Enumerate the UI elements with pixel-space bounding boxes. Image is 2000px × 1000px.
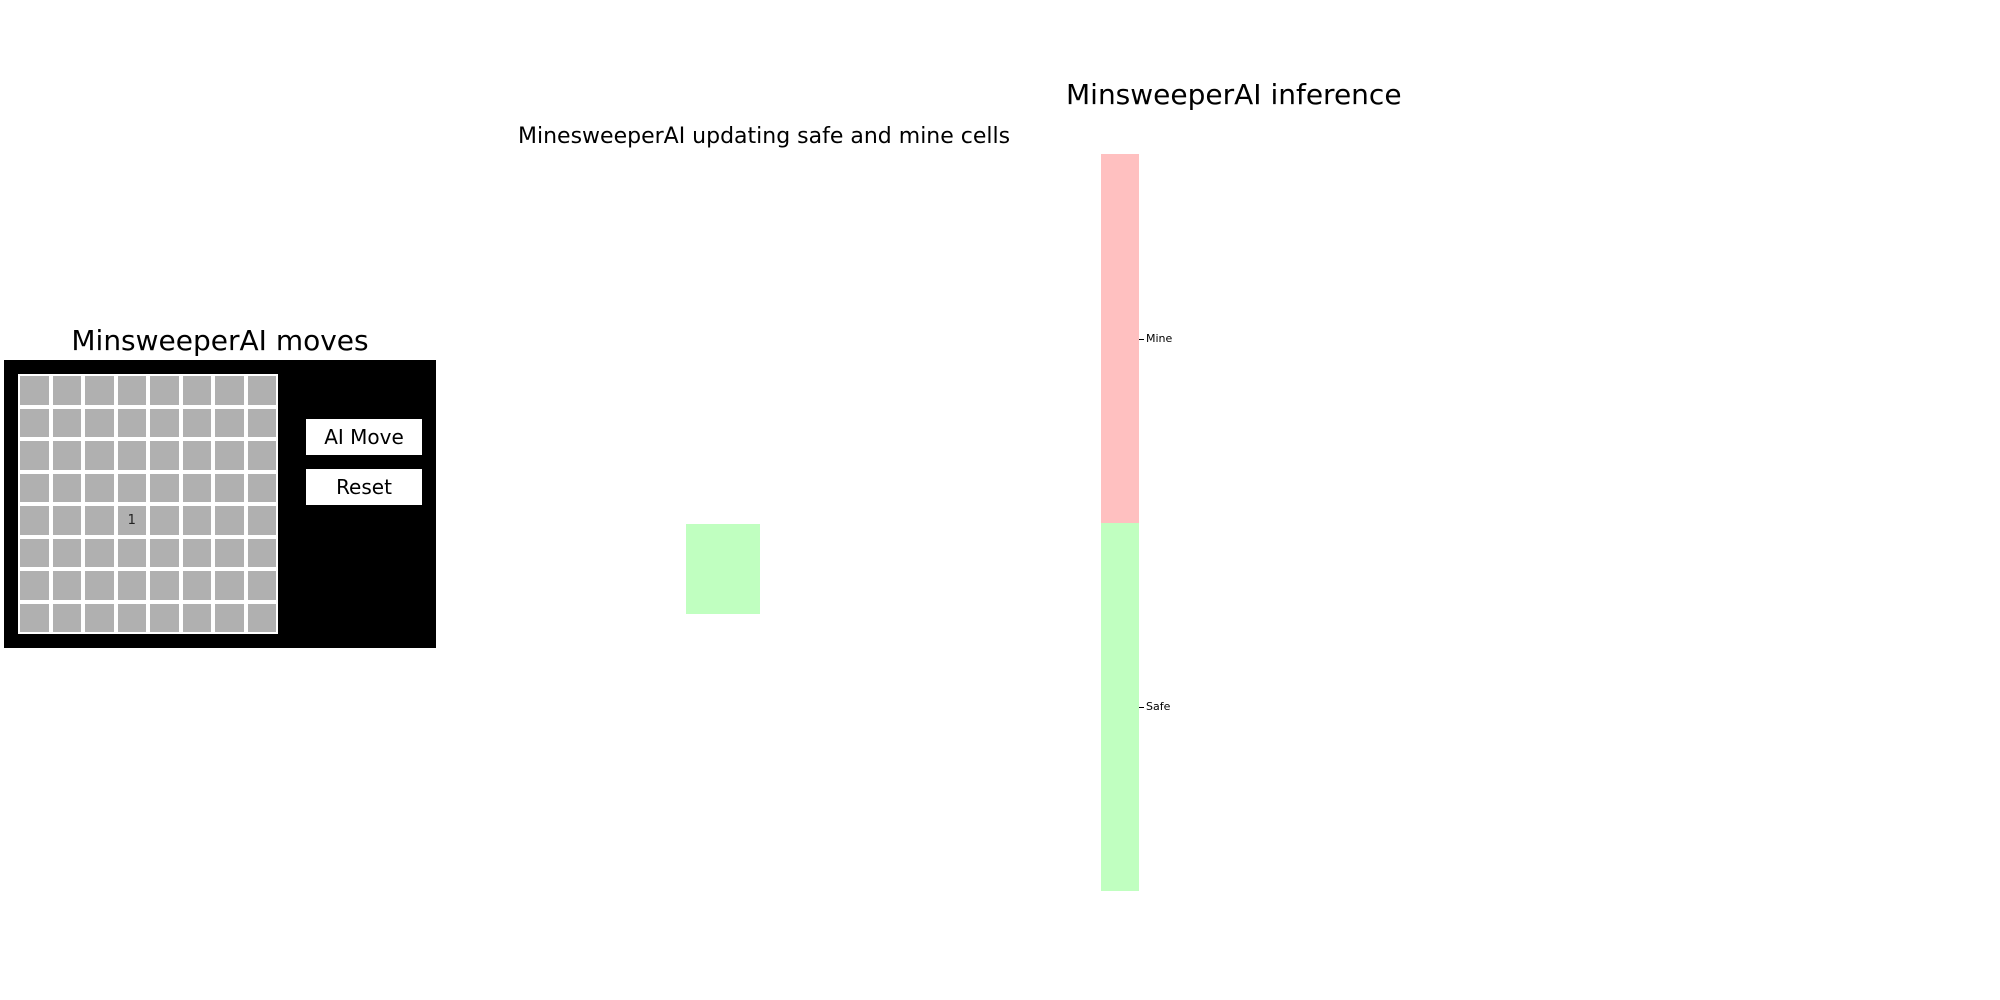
board-cell[interactable] — [50, 569, 83, 602]
ai-move-button[interactable]: AI Move — [306, 419, 422, 455]
board-cell[interactable] — [115, 536, 148, 569]
board-cell[interactable] — [50, 439, 83, 472]
board-cell[interactable] — [148, 569, 181, 602]
board-cell[interactable] — [180, 536, 213, 569]
board-cell[interactable] — [18, 374, 51, 407]
board-cell[interactable] — [245, 439, 278, 472]
board-cell[interactable] — [213, 569, 246, 602]
board-cell[interactable] — [18, 569, 51, 602]
board-cell[interactable] — [18, 536, 51, 569]
board-cell[interactable] — [213, 504, 246, 537]
minesweeper-board: 1 — [18, 374, 278, 634]
mine-legend-label: Mine — [1146, 332, 1173, 345]
board-cell[interactable] — [213, 601, 246, 634]
safe-color-bar — [1101, 523, 1139, 891]
board-cell[interactable] — [18, 471, 51, 504]
board-cell[interactable] — [115, 601, 148, 634]
board-cell[interactable] — [148, 374, 181, 407]
board-cell[interactable] — [180, 569, 213, 602]
board-cell[interactable] — [245, 471, 278, 504]
board-cell[interactable] — [83, 439, 116, 472]
board-cell[interactable] — [50, 601, 83, 634]
board-cell[interactable] — [83, 536, 116, 569]
board-cell[interactable] — [115, 439, 148, 472]
board-cell[interactable] — [83, 374, 116, 407]
board-cell[interactable]: 1 — [115, 504, 148, 537]
safe-legend-label: Safe — [1146, 700, 1171, 713]
board-cell[interactable] — [245, 569, 278, 602]
board-cell[interactable] — [115, 406, 148, 439]
board-cell[interactable] — [180, 601, 213, 634]
update-panel-title: MinesweeperAI updating safe and mine cel… — [518, 124, 1011, 149]
moves-panel-title: MinsweeperAI moves — [71, 324, 369, 357]
board-cell[interactable] — [245, 504, 278, 537]
board-cell[interactable] — [213, 536, 246, 569]
board-cell[interactable] — [245, 601, 278, 634]
board-cell[interactable] — [245, 374, 278, 407]
board-cell[interactable] — [83, 471, 116, 504]
board-cell[interactable] — [115, 374, 148, 407]
safe-cell-highlight — [686, 524, 760, 614]
board-cell[interactable] — [18, 504, 51, 537]
board-cell[interactable] — [180, 504, 213, 537]
safe-tick — [1139, 707, 1144, 708]
board-cell[interactable] — [115, 569, 148, 602]
game-window: 1 AI Move Reset — [4, 360, 436, 648]
board-cell[interactable] — [83, 569, 116, 602]
board-cell[interactable] — [180, 374, 213, 407]
board-cell[interactable] — [148, 536, 181, 569]
board-cell[interactable] — [180, 471, 213, 504]
board-cell[interactable] — [83, 406, 116, 439]
board-cell[interactable] — [180, 406, 213, 439]
board-cell[interactable] — [245, 406, 278, 439]
board-cell[interactable] — [83, 601, 116, 634]
inference-panel-title: MinsweeperAI inference — [1066, 78, 1402, 111]
board-cell[interactable] — [148, 471, 181, 504]
board-cell[interactable] — [50, 504, 83, 537]
board-cell[interactable] — [213, 374, 246, 407]
board-cell[interactable] — [115, 471, 148, 504]
board-cell[interactable] — [148, 439, 181, 472]
board-cell[interactable] — [18, 439, 51, 472]
board-cell[interactable] — [50, 406, 83, 439]
board-cell[interactable] — [148, 406, 181, 439]
mine-tick — [1139, 339, 1144, 340]
board-cell[interactable] — [50, 374, 83, 407]
mine-color-bar — [1101, 154, 1139, 523]
board-cell[interactable] — [148, 504, 181, 537]
reset-button[interactable]: Reset — [306, 469, 422, 505]
board-cell[interactable] — [213, 471, 246, 504]
board-cell[interactable] — [213, 406, 246, 439]
board-cell[interactable] — [245, 536, 278, 569]
board-cell[interactable] — [213, 439, 246, 472]
board-cell[interactable] — [83, 504, 116, 537]
board-cell[interactable] — [18, 406, 51, 439]
board-cell[interactable] — [50, 471, 83, 504]
board-cell[interactable] — [50, 536, 83, 569]
board-cell[interactable] — [18, 601, 51, 634]
board-cell[interactable] — [148, 601, 181, 634]
board-cell[interactable] — [180, 439, 213, 472]
